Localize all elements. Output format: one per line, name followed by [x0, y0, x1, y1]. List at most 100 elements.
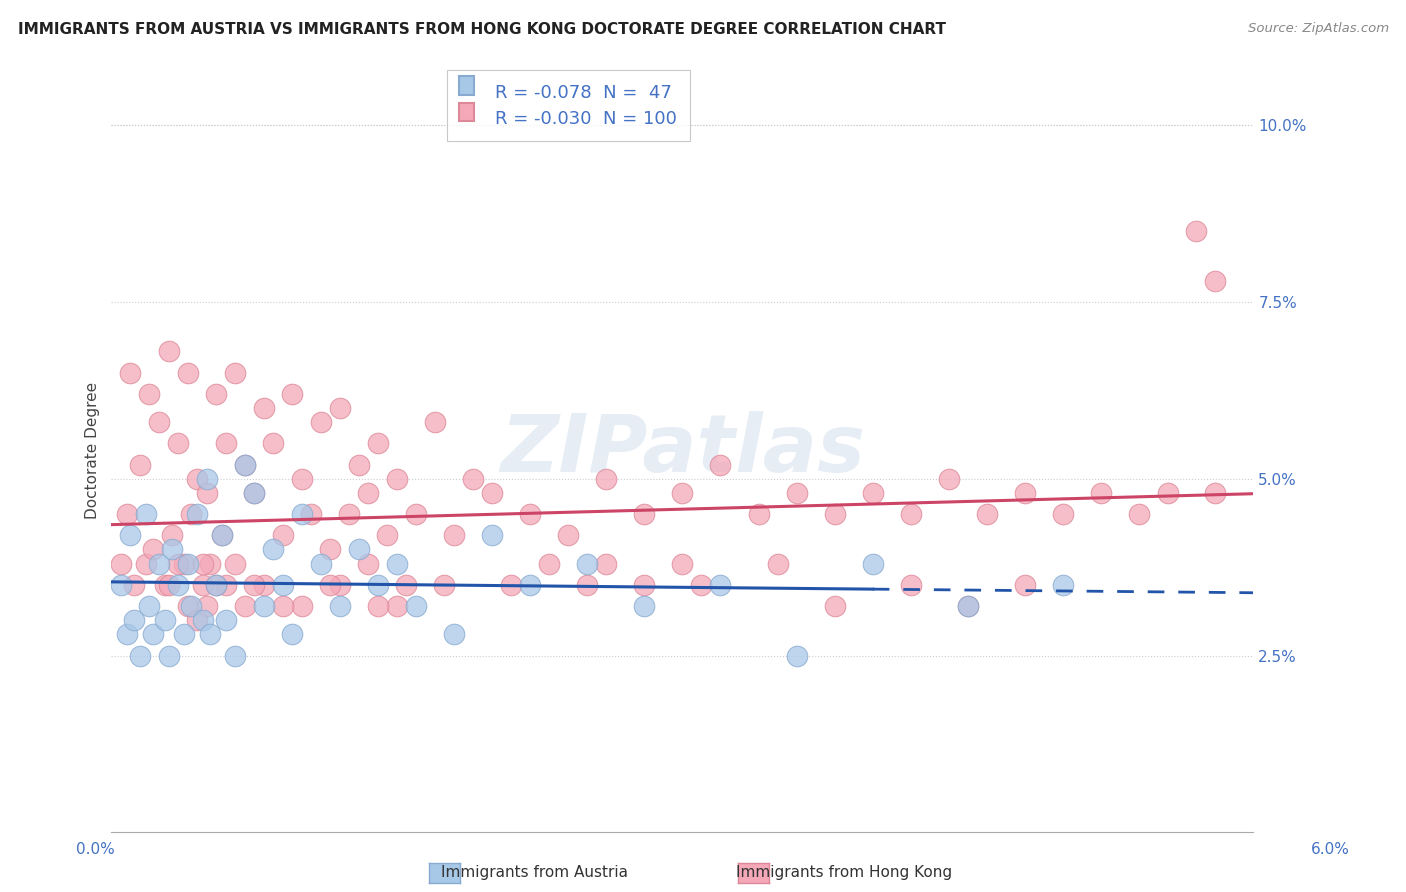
Point [138, 387, 160, 401]
Point [211, 528, 233, 542]
Point [110, 557, 132, 571]
Point [214, 613, 236, 627]
Point [319, 578, 342, 592]
Point [195, 472, 218, 486]
Point [122, 578, 145, 592]
Point [519, 507, 541, 521]
Point [142, 627, 165, 641]
Point [167, 557, 190, 571]
Text: 0.0%: 0.0% [76, 842, 115, 856]
Point [186, 507, 208, 521]
Point [153, 613, 176, 627]
Point [191, 578, 214, 592]
Point [281, 387, 304, 401]
Point [824, 507, 846, 521]
Point [291, 507, 314, 521]
Point [347, 458, 370, 472]
Point [1052, 578, 1074, 592]
Point [253, 578, 276, 592]
Point [377, 528, 399, 542]
Point [120, 528, 142, 542]
Y-axis label: Doctorate Degree: Doctorate Degree [86, 382, 100, 519]
Text: Immigrants from Austria: Immigrants from Austria [440, 865, 628, 880]
Point [709, 578, 731, 592]
Point [200, 557, 222, 571]
Point [1014, 486, 1036, 500]
Point [595, 472, 617, 486]
Point [1204, 274, 1226, 288]
Point [271, 528, 294, 542]
Point [224, 648, 246, 663]
Point [129, 648, 152, 663]
Point [191, 613, 214, 627]
Point [395, 578, 418, 592]
Point [115, 507, 138, 521]
Point [167, 578, 190, 592]
Point [329, 578, 352, 592]
Point [281, 627, 304, 641]
Point [262, 436, 284, 450]
Point [291, 472, 314, 486]
Point [233, 458, 256, 472]
Point [271, 599, 294, 613]
Point [900, 507, 922, 521]
Point [595, 557, 617, 571]
Point [122, 613, 145, 627]
Point [291, 599, 314, 613]
Point [224, 366, 246, 380]
Point [367, 436, 389, 450]
Point [253, 599, 276, 613]
Point [176, 599, 198, 613]
Point [153, 578, 176, 592]
Point [347, 542, 370, 557]
Point [671, 486, 693, 500]
Point [148, 557, 170, 571]
Point [956, 599, 979, 613]
Point [135, 507, 157, 521]
Point [319, 542, 342, 557]
Point [1185, 224, 1208, 238]
Point [357, 486, 380, 500]
Point [142, 542, 165, 557]
Point [1014, 578, 1036, 592]
Point [173, 627, 195, 641]
Point [976, 507, 998, 521]
Point [243, 486, 266, 500]
Point [385, 557, 408, 571]
Point [205, 578, 228, 592]
Point [299, 507, 322, 521]
Point [443, 528, 465, 542]
Point [157, 648, 180, 663]
Point [200, 627, 222, 641]
Point [157, 344, 180, 359]
Point [180, 507, 202, 521]
Point [576, 578, 599, 592]
Point [162, 542, 184, 557]
Point [824, 599, 846, 613]
Point [481, 486, 503, 500]
Point [357, 557, 380, 571]
Point [423, 415, 446, 429]
Text: Immigrants from Hong Kong: Immigrants from Hong Kong [735, 865, 952, 880]
Point [329, 599, 352, 613]
Point [176, 366, 198, 380]
Point [173, 557, 195, 571]
Point [167, 436, 190, 450]
Point [120, 366, 142, 380]
Point [191, 557, 214, 571]
Point [519, 578, 541, 592]
Point [633, 599, 655, 613]
Point [337, 507, 360, 521]
Point [205, 387, 228, 401]
Point [1052, 507, 1074, 521]
Point [443, 627, 465, 641]
Point [129, 458, 152, 472]
Point [1090, 486, 1112, 500]
Point [900, 578, 922, 592]
Point [262, 542, 284, 557]
Point [309, 557, 332, 571]
Point [671, 557, 693, 571]
Point [214, 578, 236, 592]
Point [405, 507, 427, 521]
Text: Source: ZipAtlas.com: Source: ZipAtlas.com [1249, 22, 1389, 36]
